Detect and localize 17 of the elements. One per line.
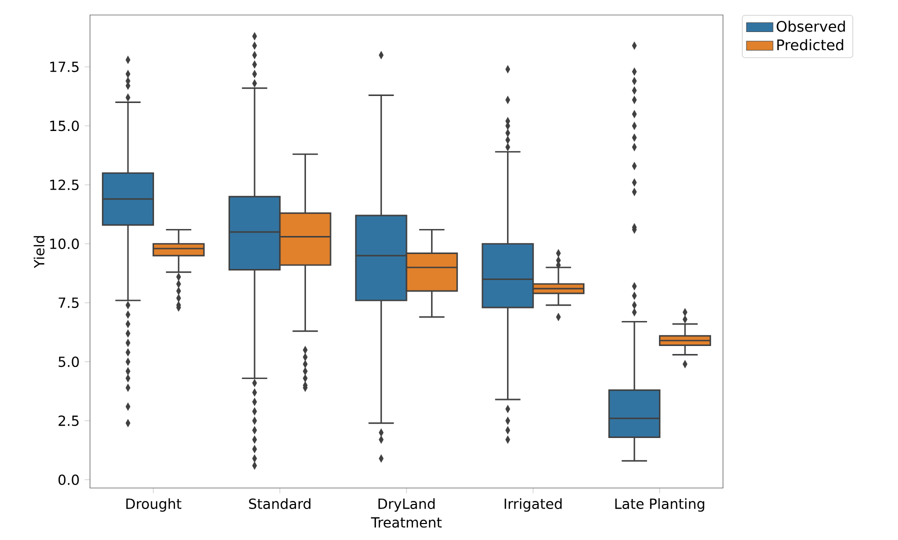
- x-tick-label: DryLand: [378, 498, 435, 512]
- x-tick-label: Late Planting: [615, 498, 704, 512]
- y-tick-label: 12.5: [50, 180, 79, 190]
- y-axis-title: Yield: [34, 236, 44, 268]
- y-tick-label: 7.5: [58, 298, 79, 308]
- y-tick-label: 0.0: [58, 474, 79, 486]
- y-tick-label: 5.0: [58, 356, 79, 368]
- legend-label: Predicted: [777, 39, 844, 50]
- y-tick-label: 10.0: [50, 238, 79, 250]
- y-tick-label: 17.5: [50, 62, 79, 72]
- x-tick-label: Standard: [249, 498, 310, 510]
- legend-label: Observed: [776, 20, 845, 32]
- y-tick-label: 2.5: [58, 415, 79, 426]
- x-tick-label: Irrigated: [504, 498, 562, 512]
- x-tick-label: Drought: [126, 498, 182, 512]
- y-tick-label: 15.0: [50, 120, 79, 132]
- x-axis-title: Treatment: [370, 517, 442, 528]
